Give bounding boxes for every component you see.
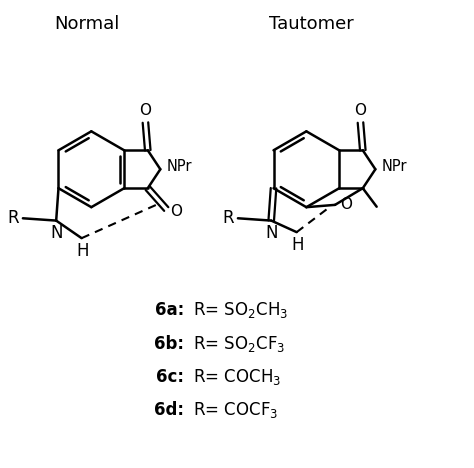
Text: NPr: NPr bbox=[167, 160, 192, 175]
Text: NPr: NPr bbox=[382, 160, 408, 175]
Text: R= SO$_2$CH$_3$: R= SO$_2$CH$_3$ bbox=[193, 300, 288, 320]
Text: R: R bbox=[222, 209, 234, 227]
Text: Tautomer: Tautomer bbox=[269, 15, 353, 33]
Text: R= SO$_2$CF$_3$: R= SO$_2$CF$_3$ bbox=[193, 334, 285, 354]
Text: H: H bbox=[77, 241, 89, 260]
Text: R= COCH$_3$: R= COCH$_3$ bbox=[193, 367, 281, 387]
Text: 6d:: 6d: bbox=[154, 401, 184, 419]
Text: 6b:: 6b: bbox=[154, 335, 184, 352]
Text: R= COCF$_3$: R= COCF$_3$ bbox=[193, 400, 278, 420]
Text: N: N bbox=[265, 224, 277, 242]
Text: O: O bbox=[355, 103, 366, 118]
Text: 6a:: 6a: bbox=[155, 301, 184, 319]
Text: O: O bbox=[171, 204, 182, 219]
Text: H: H bbox=[292, 235, 304, 254]
Text: Normal: Normal bbox=[54, 15, 119, 33]
Text: R: R bbox=[7, 209, 18, 227]
Text: O: O bbox=[341, 197, 353, 212]
Text: 6c:: 6c: bbox=[156, 368, 184, 386]
Text: N: N bbox=[50, 224, 63, 242]
Text: O: O bbox=[139, 103, 151, 118]
